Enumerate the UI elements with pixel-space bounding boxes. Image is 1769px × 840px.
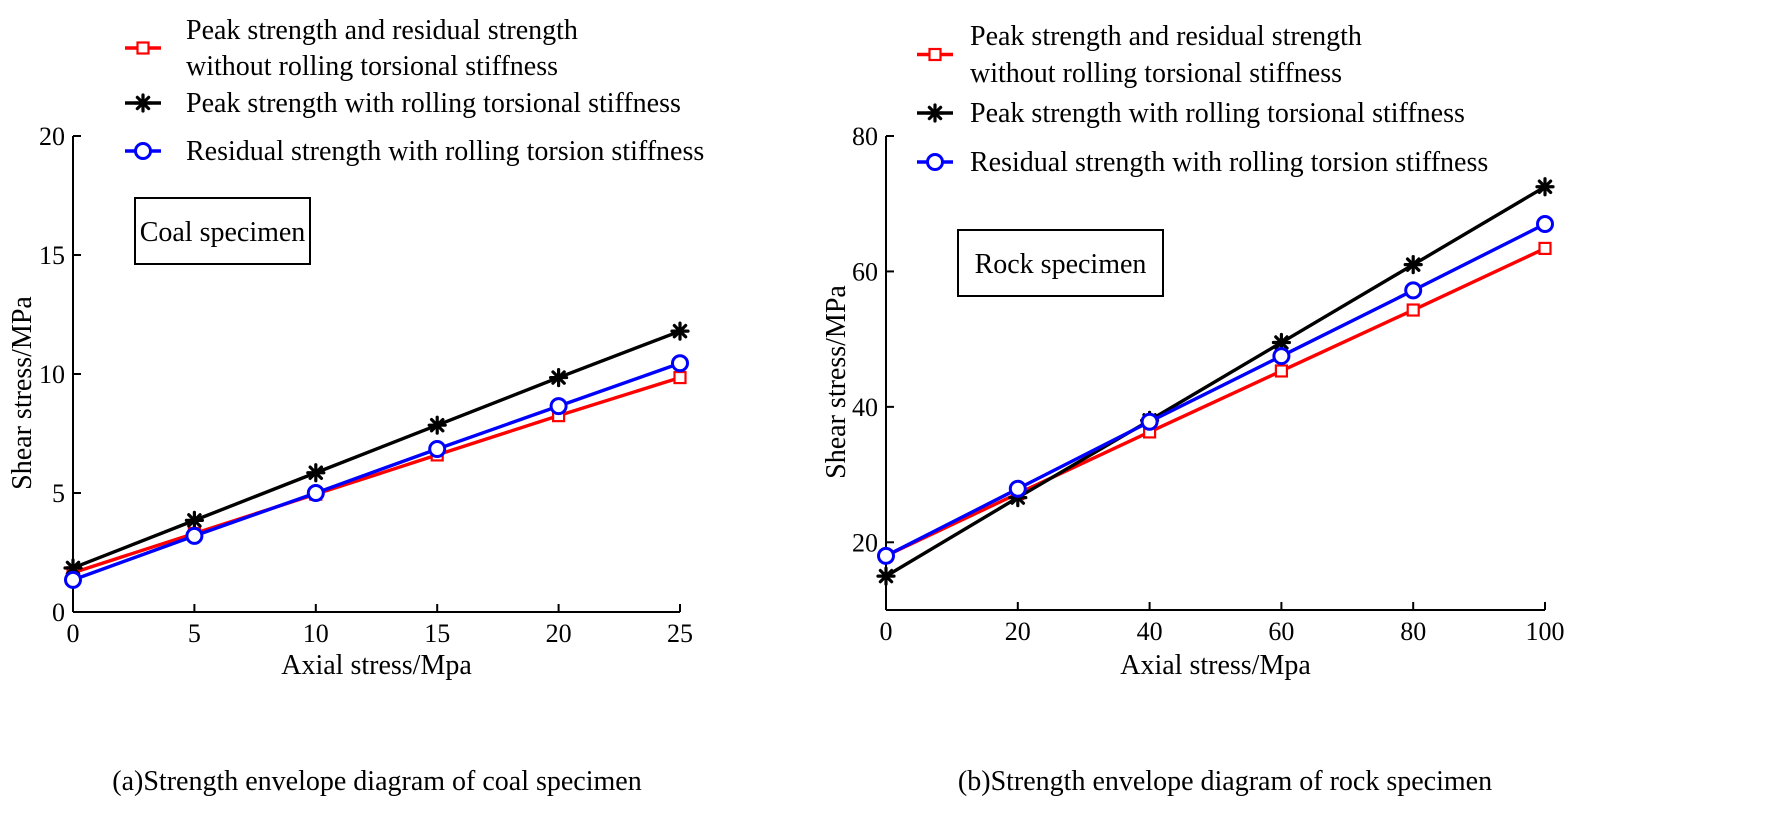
- series-line-red: [885, 246, 1546, 558]
- chart-panel-rock: 0 20 40 60 80 100 20 40 60 80 Axial stress/Mpa Shea…: [821, 21, 1565, 797]
- data-point-blue: [64, 570, 82, 589]
- legend-label-red: Peak strength and residual strength: [970, 21, 1362, 52]
- legend-marker-black: [925, 103, 945, 123]
- y-tick-label: 0: [52, 598, 65, 627]
- data-point-blue: [306, 484, 325, 502]
- data-point-black: [306, 463, 326, 483]
- figure-caption: (b)Strength envelope diagram of rock spe…: [958, 766, 1492, 797]
- data-point-blue: [428, 439, 447, 458]
- specimen-label-box: [957, 229, 1164, 297]
- data-point-black-stroke: [308, 465, 324, 481]
- legend-label-blue: Residual strength with rolling torsion s…: [970, 147, 1488, 178]
- y-axis-label: Shear stress/MPa: [821, 285, 852, 479]
- data-point-black: [1403, 255, 1423, 275]
- legend-label-red: Peak strength and residual strength: [186, 15, 578, 46]
- data-point-blue: [1404, 281, 1423, 300]
- data-point-black: [1535, 177, 1555, 197]
- specimen-label: Rock specimen: [975, 249, 1147, 280]
- y-tick-label: 80: [852, 122, 878, 151]
- specimen-label-box: [134, 197, 311, 265]
- data-point-black-stroke: [1274, 335, 1289, 350]
- data-point-blue: [1272, 347, 1291, 366]
- data-point-black-stroke: [1405, 257, 1421, 272]
- legend-marker-black-stroke: [135, 95, 151, 111]
- y-tick-label: 15: [39, 241, 65, 270]
- specimen-label: Coal specimen: [140, 217, 306, 248]
- data-point-black: [670, 321, 690, 341]
- y-tick-label: 10: [39, 360, 65, 389]
- y-tick-label: 40: [852, 393, 878, 422]
- legend-marker-black-stroke: [927, 105, 943, 121]
- data-point-red: [1538, 241, 1552, 256]
- data-point-black-stroke: [429, 417, 445, 433]
- legend-label-black: Peak strength with rolling torsional sti…: [970, 98, 1465, 129]
- data-point-blue: [1140, 412, 1159, 431]
- series-line-black: [72, 329, 681, 570]
- data-point-blue: [1008, 479, 1027, 498]
- chart-panel-coal: 0 5 10 15 20 25 0 5 10 15 20 Axial stress/Mpa Shear …: [7, 15, 704, 797]
- legend-label-red: without rolling torsional stiffness: [970, 58, 1342, 89]
- series-line-blue: [72, 361, 681, 582]
- data-point-red: [673, 370, 687, 385]
- y-axis-label: Shear stress/MPa: [7, 296, 38, 490]
- x-tick-label: 10: [303, 619, 329, 648]
- x-tick-label: 20: [1005, 617, 1031, 646]
- data-point-black-stroke: [1537, 179, 1553, 195]
- series-line-blue: [885, 222, 1546, 558]
- legend-label-black: Peak strength with rolling torsional sti…: [186, 88, 681, 119]
- x-tick-label: 0: [880, 617, 893, 646]
- series-line-black: [885, 185, 1546, 578]
- x-tick-label: 20: [546, 619, 572, 648]
- x-tick-label: 100: [1526, 617, 1565, 646]
- x-tick-label: 0: [67, 619, 80, 648]
- legend: Peak strength and residual strength witho…: [125, 15, 704, 167]
- data-point-black-stroke: [878, 568, 894, 584]
- data-point-black-stroke: [672, 323, 688, 339]
- y-tick-label: 20: [39, 122, 65, 151]
- data-point-blue: [877, 546, 895, 565]
- legend: Peak strength and residual strength witho…: [917, 21, 1488, 178]
- x-tick-label: 40: [1137, 617, 1163, 646]
- legend-marker-blue: [926, 153, 944, 171]
- y-tick-label: 5: [52, 479, 65, 508]
- y-tick-label: 20: [852, 528, 878, 557]
- data-point-black: [876, 566, 896, 586]
- x-tick-label: 5: [188, 619, 201, 648]
- data-point-black-stroke: [551, 370, 566, 385]
- legend-marker-black: [133, 93, 153, 113]
- data-point-blue: [185, 526, 204, 545]
- figure-caption: (a)Strength envelope diagram of coal spe…: [112, 766, 641, 797]
- data-point-blue: [549, 397, 568, 416]
- data-point-black: [427, 415, 447, 435]
- x-axis-label: Axial stress/Mpa: [281, 650, 472, 681]
- legend-label-red: without rolling torsional stiffness: [186, 51, 558, 82]
- data-point-black-stroke: [187, 513, 202, 528]
- legend-marker-red: [136, 41, 150, 55]
- data-point-red: [1274, 364, 1289, 378]
- y-tick-label: 60: [852, 257, 878, 286]
- data-point-blue: [671, 354, 689, 373]
- legend-label-blue: Residual strength with rolling torsion s…: [186, 136, 704, 167]
- x-tick-label: 80: [1400, 617, 1426, 646]
- data-point-black: [184, 510, 204, 530]
- series-line-red: [72, 375, 681, 575]
- x-axis-label: Axial stress/Mpa: [1120, 650, 1311, 681]
- data-point-blue: [1536, 215, 1554, 234]
- x-tick-label: 25: [667, 619, 693, 648]
- data-point-black: [548, 367, 569, 388]
- x-tick-label: 15: [424, 619, 450, 648]
- x-tick-label: 60: [1268, 617, 1294, 646]
- data-point-red: [1406, 303, 1420, 317]
- legend-marker-blue: [134, 142, 152, 160]
- legend-marker-red: [928, 47, 942, 62]
